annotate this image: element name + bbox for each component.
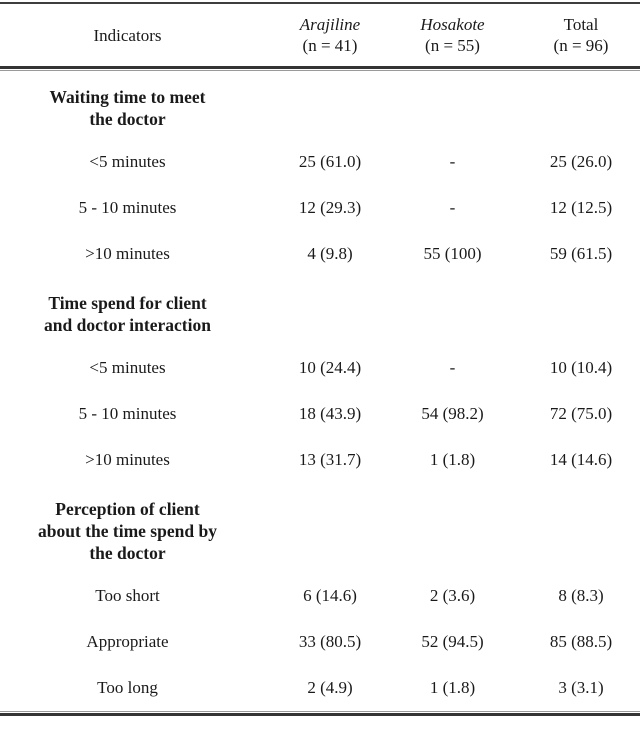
header-col-total: Total (n = 96) [500,14,640,56]
bottom-rule-thin-line [0,711,640,712]
cell-arajiline: 2 (4.9) [307,678,353,697]
row-label: <5 minutes [89,152,166,171]
cell-arajiline: 10 (24.4) [298,358,362,377]
cell-hosakote: 1 (1.8) [429,678,476,697]
table-row-waiting-lt5: <5 minutes 25 (61.0) - 25 (26.0) [0,139,640,185]
header-total-name: Total [563,15,599,34]
row-label: 5 - 10 minutes [78,404,177,423]
header-col-arajiline: Arajiline (n = 41) [255,14,405,56]
cell-arajiline: 4 (9.8) [307,244,353,263]
table-row-waiting-5to10: 5 - 10 minutes 12 (29.3) - 12 (12.5) [0,185,640,231]
header-separator-thin-line [0,70,640,71]
cell-total: 25 (26.0) [549,152,613,171]
header-separator-thick-line [0,66,640,69]
cell-arajiline: 12 (29.3) [298,198,362,217]
cell-hosakote: - [449,358,456,377]
cell-total: 8 (8.3) [558,586,604,605]
table-row-interaction-lt5: <5 minutes 10 (24.4) - 10 (10.4) [0,345,640,391]
cell-total: 10 (10.4) [549,358,613,377]
table-row-too-short: Too short 6 (14.6) 2 (3.6) 8 (8.3) [0,573,640,619]
table-row-too-long: Too long 2 (4.9) 1 (1.8) 3 (3.1) [0,665,640,711]
cell-arajiline: 6 (14.6) [303,586,357,605]
table-row-appropriate: Appropriate 33 (80.5) 52 (94.5) 85 (88.5… [0,619,640,665]
cell-total: 59 (61.5) [549,244,613,263]
cell-total: 12 (12.5) [549,198,613,217]
section-title-time-spend: Time spend for client and doctor interac… [44,293,211,335]
table-row-interaction-5to10: 5 - 10 minutes 18 (43.9) 54 (98.2) 72 (7… [0,391,640,437]
header-arajiline-n: (n = 41) [302,36,358,55]
cell-hosakote: 52 (94.5) [421,632,484,651]
section-title-perception: Perception of client about the time spen… [38,499,217,563]
row-label: Too long [97,678,158,697]
cell-hosakote: 55 (100) [423,244,482,263]
header-separator-rule [0,66,640,71]
table-row-interaction-gt10: >10 minutes 13 (31.7) 1 (1.8) 14 (14.6) [0,437,640,483]
cell-hosakote: 54 (98.2) [421,404,484,423]
header-col-hosakote: Hosakote (n = 55) [405,14,500,56]
table-header-row: Indicators Arajiline (n = 41) Hosakote (… [0,4,640,66]
cell-arajiline: 25 (61.0) [298,152,362,171]
table-bottom-rule [0,711,640,716]
cell-hosakote: - [449,198,456,217]
cell-total: 72 (75.0) [549,404,613,423]
row-label: >10 minutes [85,244,170,263]
cell-arajiline: 13 (31.7) [298,450,362,469]
cell-hosakote: 2 (3.6) [429,586,476,605]
table-top-rule [0,2,640,4]
cell-total: 85 (88.5) [549,632,613,651]
row-label: >10 minutes [85,450,170,469]
row-label: Appropriate [86,632,169,651]
cell-arajiline: 33 (80.5) [298,632,362,651]
header-indicators: Indicators [93,25,162,45]
cell-total: 14 (14.6) [549,450,613,469]
cell-total: 3 (3.1) [558,678,604,697]
row-label: <5 minutes [89,358,166,377]
header-hosakote-n: (n = 55) [425,36,480,55]
row-label: Too short [95,586,160,605]
header-total-n: (n = 96) [553,36,609,55]
bottom-rule-thick-line [0,713,640,716]
row-label: 5 - 10 minutes [78,198,177,217]
header-hosakote-name: Hosakote [420,15,485,34]
header-arajiline-name: Arajiline [299,15,361,34]
cell-hosakote: 1 (1.8) [429,450,476,469]
cell-hosakote: - [449,152,456,171]
section-title-waiting-time: Waiting time to meet the doctor [49,87,206,129]
table-row-waiting-gt10: >10 minutes 4 (9.8) 55 (100) 59 (61.5) [0,231,640,277]
cell-arajiline: 18 (43.9) [298,404,362,423]
